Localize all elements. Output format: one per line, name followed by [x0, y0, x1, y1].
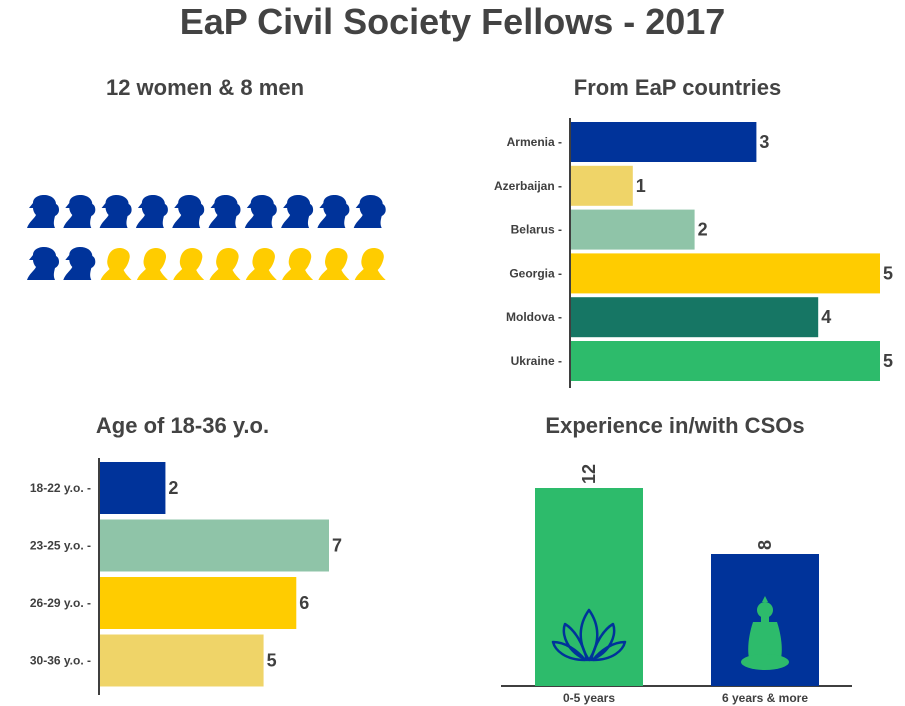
- value-label: 1: [636, 176, 646, 196]
- category-label: Belarus -: [511, 223, 562, 237]
- category-label: 26-29 y.o. -: [30, 596, 91, 610]
- woman-icon: [172, 195, 205, 228]
- category-label: Armenia -: [507, 135, 562, 149]
- man-icon: [100, 248, 132, 280]
- bar-26-29-y-o-: [100, 577, 297, 629]
- woman-icon: [27, 247, 59, 280]
- value-label: 5: [883, 351, 893, 371]
- bar-0-5-years: [535, 488, 643, 686]
- man-icon: [282, 248, 314, 280]
- value-label: 4: [821, 307, 831, 327]
- value-label: 5: [883, 263, 893, 283]
- value-label: 5: [267, 651, 277, 671]
- man-icon: [136, 248, 168, 280]
- bar-belarus: [571, 209, 695, 250]
- category-label: Moldova -: [506, 310, 562, 324]
- gender-title: 12 women & 8 men: [105, 75, 305, 100]
- man-icon: [318, 248, 350, 280]
- category-label: Ukraine -: [511, 354, 562, 368]
- value-label: 12: [579, 464, 599, 484]
- bar-azerbaijan: [571, 165, 633, 206]
- category-label: 23-25 y.o. -: [30, 539, 91, 553]
- woman-icon: [27, 195, 59, 228]
- category-label: 0-5 years: [563, 691, 615, 705]
- woman-icon: [63, 195, 96, 228]
- woman-icon: [353, 195, 386, 228]
- woman-icon: [208, 195, 241, 228]
- bar-ukraine: [571, 341, 880, 381]
- category-label: Georgia -: [509, 266, 562, 280]
- value-label: 2: [168, 478, 178, 498]
- man-icon: [209, 248, 241, 280]
- bar-18-22-y-o-: [100, 462, 166, 514]
- value-label: 7: [332, 536, 342, 556]
- woman-icon: [317, 195, 350, 228]
- man-icon: [173, 248, 205, 280]
- countries-title: From EaP countries: [573, 75, 782, 100]
- category-label: 18-22 y.o. -: [30, 481, 91, 495]
- woman-icon: [135, 195, 168, 228]
- category-label: Azerbaijan -: [494, 179, 562, 193]
- woman-icon: [99, 195, 132, 228]
- value-label: 3: [759, 132, 769, 152]
- value-label: 6: [299, 593, 309, 613]
- bar-moldova: [571, 297, 819, 338]
- woman-icon: [244, 195, 277, 228]
- man-icon: [245, 248, 277, 280]
- woman-icon: [63, 247, 96, 280]
- category-label: 30-36 y.o. -: [30, 654, 91, 668]
- value-label: 8: [755, 540, 775, 550]
- buddha-icon: [741, 596, 789, 670]
- bar-georgia: [571, 253, 880, 294]
- man-icon: [354, 248, 386, 280]
- bar-23-25-y-o-: [100, 519, 329, 572]
- value-label: 2: [698, 220, 708, 240]
- bar-armenia: [571, 122, 757, 162]
- experience-title: Experience in/with CSOs: [545, 413, 805, 438]
- bar-30-36-y-o-: [100, 634, 264, 687]
- category-label: 6 years & more: [722, 691, 808, 705]
- age-title: Age of 18-36 y.o.: [95, 413, 270, 438]
- lotus-icon: [551, 608, 627, 662]
- woman-icon: [281, 195, 314, 228]
- main-title: EaP Civil Society Fellows - 2017: [179, 1, 726, 42]
